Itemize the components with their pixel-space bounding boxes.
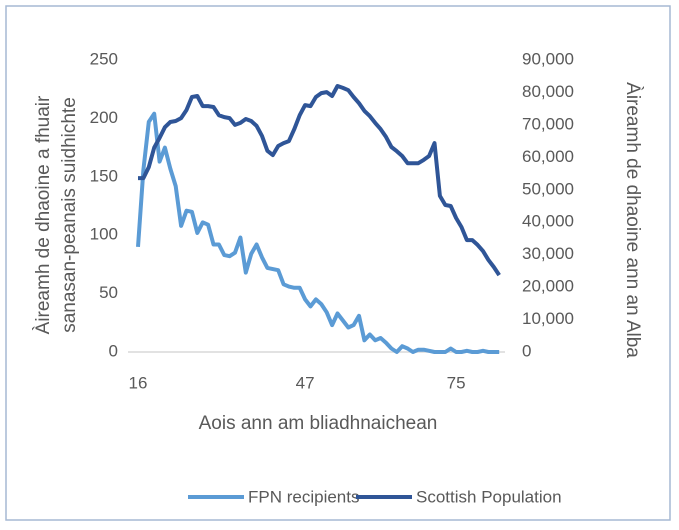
y-tick-label: 0 [109,341,118,360]
y-tick-label: 50 [99,283,118,302]
y-axis-label: sanasan-peanais suidhichte [59,97,80,333]
y-tick-label: 200 [90,108,118,127]
y-axis-label: Àireamh de dhaoine a fhuair [33,95,54,334]
y2-tick-label: 60,000 [522,147,574,166]
y2-axis-label: Àireamh de dhaoine ann an Alba [622,82,643,358]
line-series [136,111,500,354]
y2-tick-label: 10,000 [522,309,574,328]
legend-label: Scottish Population [416,487,562,506]
y2-tick-label: 80,000 [522,82,574,101]
y-tick-label: 250 [90,49,118,68]
y-tick-label: 150 [90,166,118,185]
x-tick-label: 47 [296,373,315,392]
y2-tick-label: 70,000 [522,114,574,133]
x-tick-label: 75 [447,373,466,392]
y2-tick-label: 0 [522,341,531,360]
chart-frame [5,5,671,521]
x-axis-label: Aois ann am bliadhnaichean [199,413,438,434]
y2-tick-label: 20,000 [522,277,574,296]
x-tick-label: 16 [129,373,148,392]
y-tick-label: 100 [90,225,118,244]
y2-tick-label: 50,000 [522,179,574,198]
line-series [138,84,501,277]
y2-tick-label: 40,000 [522,212,574,231]
y2-tick-label: 90,000 [522,49,574,68]
legend-label: FPN recipients [248,487,359,506]
y2-tick-label: 30,000 [522,244,574,263]
